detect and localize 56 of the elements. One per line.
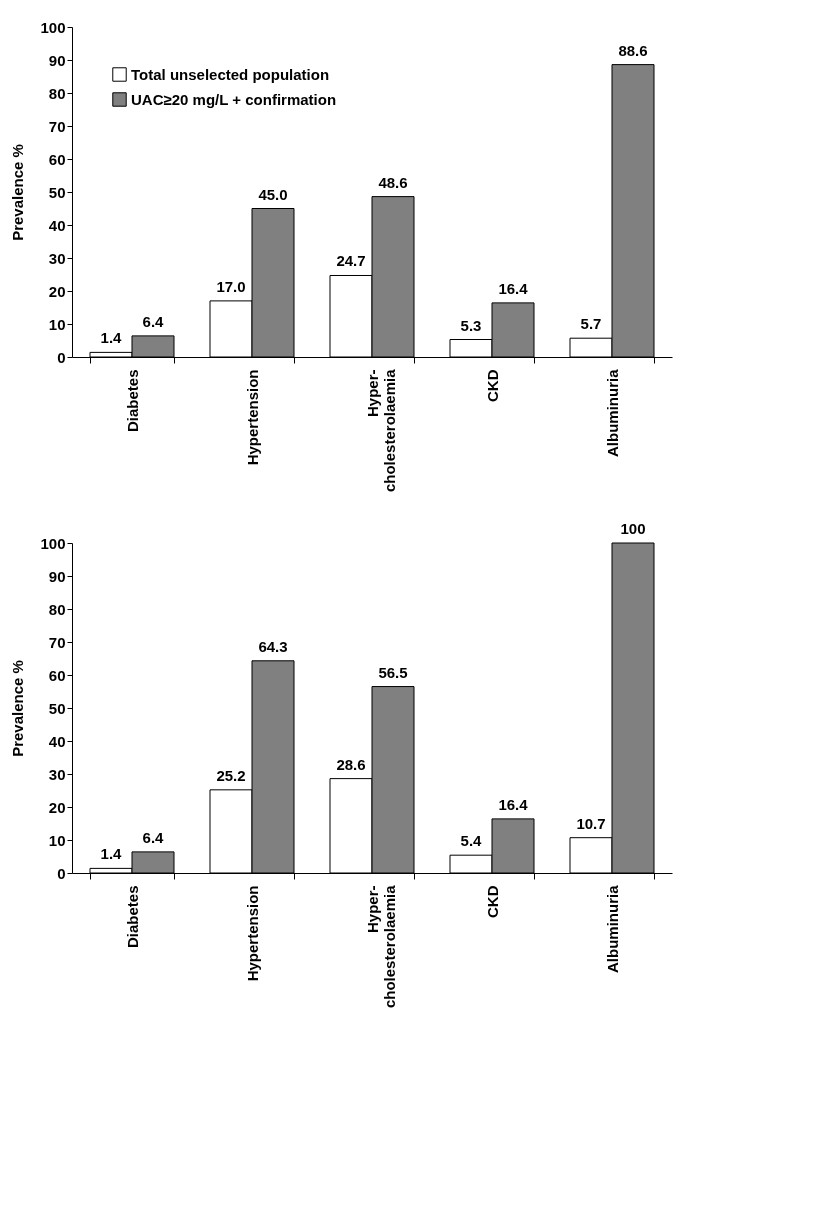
x-tick-label: Diabetes [123,369,141,433]
y-tick-label: 70 [48,117,66,135]
x-tick-label: Hyper- cholesterolaemia [363,368,398,493]
data-label: 88.6 [618,41,648,59]
data-label: 25.2 [216,766,246,784]
y-tick-label: 100 [40,18,66,36]
y-tick-label: 50 [48,183,66,201]
data-label: 100 [620,520,646,537]
data-label: 56.5 [378,663,408,681]
y-tick-label: 60 [48,666,66,684]
data-label: 1.4 [100,329,123,347]
y-axis-title: Prevalence % [9,660,27,757]
data-label: 5.4 [460,832,483,850]
data-label: 28.6 [336,755,366,773]
x-tick-label: Albuminuria [603,368,621,458]
data-label: 17.0 [216,277,246,295]
x-tick-label: Hypertension [243,369,261,466]
y-tick-label: 10 [48,831,66,849]
y-tick-label: 50 [48,699,66,717]
y-tick-label: 10 [48,315,66,333]
data-label: 16.4 [498,279,529,297]
data-label: 6.4 [142,312,165,330]
data-label: 24.7 [336,252,366,270]
y-tick-label: 20 [48,798,66,816]
data-label: 5.3 [460,316,482,334]
x-tick-label: CKD [483,369,501,402]
y-tick-label: 40 [48,732,66,750]
y-tick-label: 70 [48,633,66,651]
y-tick-label: 20 [48,282,66,300]
y-tick-label: 0 [57,348,66,366]
data-label: 5.7 [580,315,602,333]
y-tick-label: 90 [48,567,66,585]
y-tick-label: 100 [40,534,66,552]
y-tick-label: 40 [48,216,66,234]
x-tick-label: CKD [483,885,501,918]
y-tick-label: 30 [48,765,66,783]
legend-label: Total unselected population [131,65,330,83]
y-tick-label: 60 [48,150,66,168]
data-label: 64.3 [258,637,288,655]
data-label: 10.7 [576,814,606,832]
x-tick-label: Hypertension [243,885,261,982]
data-label: 16.4 [498,795,529,813]
x-tick-label: Albuminuria [603,884,621,974]
y-tick-label: 90 [48,51,66,69]
data-label: 45.0 [258,185,288,203]
data-label: 6.4 [142,828,165,846]
data-label: 1.4 [100,845,123,863]
y-tick-label: 30 [48,249,66,267]
legend-label: UAC≥20 mg/L + confirmation [131,90,337,108]
y-axis-title: Prevalence % [9,144,27,241]
data-label: 48.6 [378,173,408,191]
y-tick-label: 80 [48,84,66,102]
x-tick-label: Diabetes [123,885,141,949]
y-tick-label: 0 [57,864,66,882]
y-tick-label: 80 [48,600,66,618]
x-tick-label: Hyper- cholesterolaemia [363,884,398,1009]
